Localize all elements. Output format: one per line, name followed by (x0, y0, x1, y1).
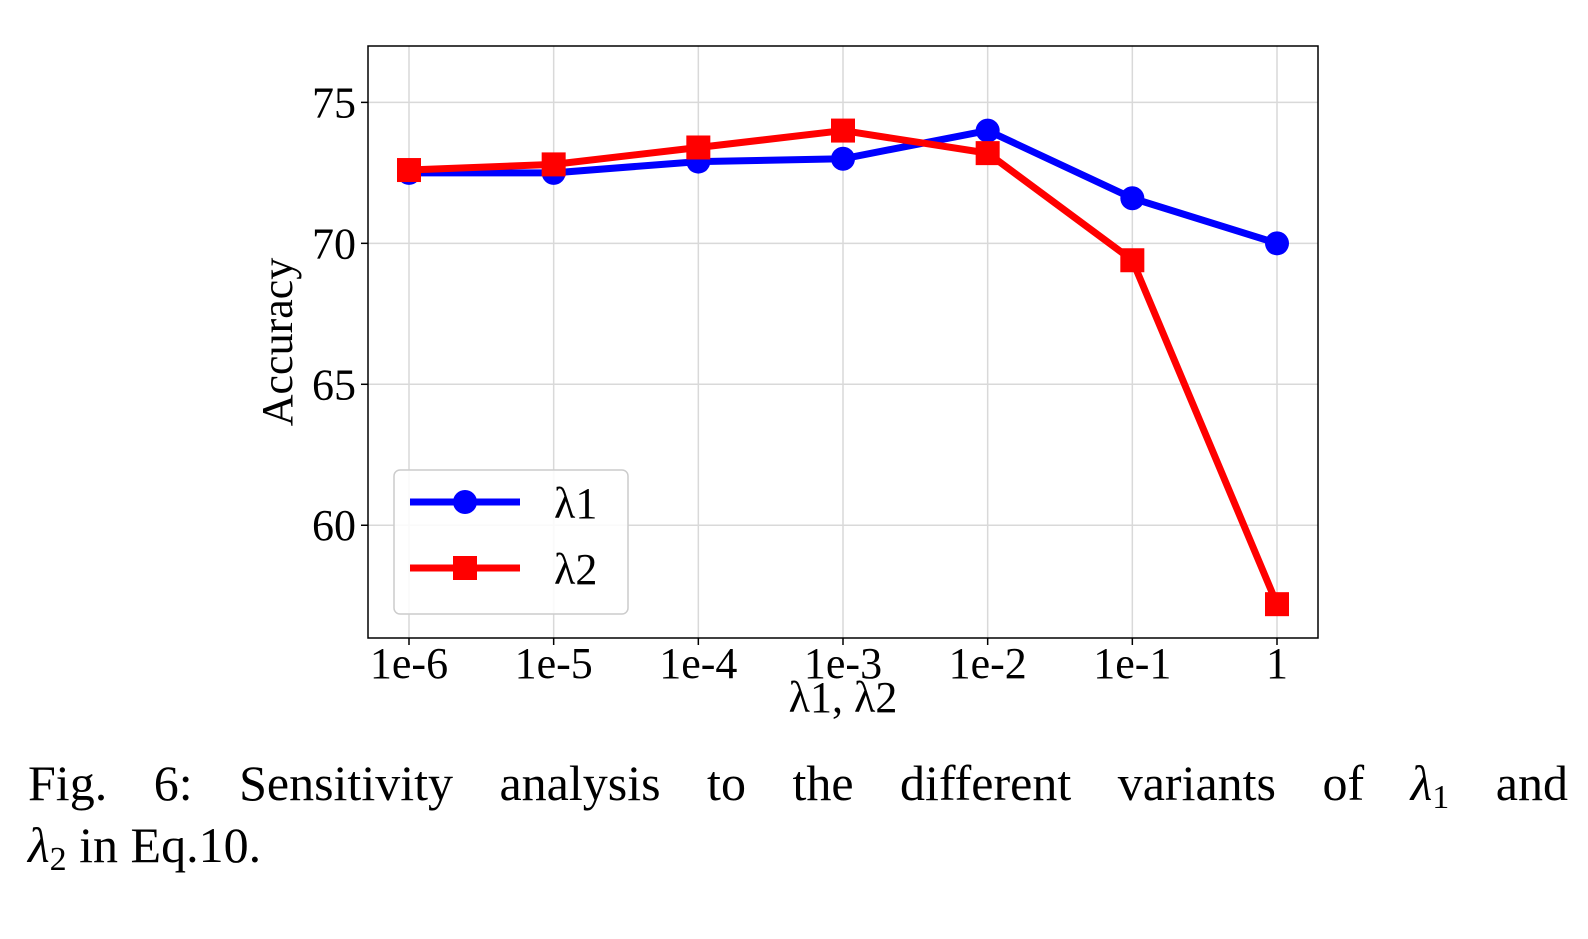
sensitivity-line-chart: 1e-6 1e-5 1e-4 1e-3 1e-2 1e-1 1 60 65 70 75 λ1, λ… (253, 45, 1319, 722)
data-point-square (831, 118, 855, 143)
data-point-square (1120, 248, 1145, 273)
data-point-circle (975, 118, 1000, 143)
caption-prefix: Fig. 6: Sensitivity analysis to the diff… (28, 755, 1411, 811)
legend-item-2: λ2 (410, 545, 597, 594)
y-tick-label: 70 (312, 219, 356, 268)
x-tick-label: 1e-5 (515, 639, 593, 688)
data-point-square (975, 141, 1000, 166)
lambda2-symbol: λ (28, 817, 50, 873)
y-tick-label: 75 (312, 78, 356, 127)
x-tick-label: 1e-4 (659, 639, 737, 688)
data-point-square (686, 135, 711, 160)
y-tick-label: 60 (312, 501, 356, 550)
data-point-square (1265, 592, 1289, 617)
data-point-square (541, 152, 566, 177)
legend-marker-circle (453, 490, 477, 514)
y-tick-label: 65 (312, 360, 356, 409)
legend-label: λ2 (554, 545, 597, 594)
lambda2-subscript: 2 (49, 841, 67, 878)
x-tick-label: 1e-3 (804, 639, 882, 688)
data-point-circle (1265, 231, 1289, 256)
y-axis-label: Accuracy (253, 258, 302, 427)
legend-marker-square (453, 556, 477, 580)
y-axis-ticks: 60 65 70 75 (312, 78, 368, 550)
legend-box (393, 469, 629, 615)
x-tick-label: 1e-1 (1093, 639, 1171, 688)
series-2 (397, 118, 1289, 617)
legend-item-1: λ1 (410, 479, 597, 528)
x-axis-label: λ1, λ2 (789, 673, 898, 722)
x-axis-ticks: 1e-6 1e-5 1e-4 1e-3 1e-2 1e-1 1 (370, 638, 1288, 688)
caption-suffix: in Eq.10. (66, 817, 262, 873)
data-point-square (397, 158, 421, 183)
data-point-circle (1120, 186, 1145, 211)
x-tick-label: 1 (1266, 639, 1288, 688)
data-point-circle (831, 146, 855, 171)
figure-caption-line2: λ2 in Eq.10. (28, 814, 261, 891)
x-tick-label: 1e-6 (370, 639, 448, 688)
lambda1-subscript: 1 (1432, 779, 1450, 816)
figure-caption: Fig. 6: Sensitivity analysis to the diff… (28, 752, 1568, 829)
x-tick-label: 1e-2 (949, 639, 1027, 688)
lambda1-symbol: λ (1410, 755, 1433, 811)
caption-mid: and (1449, 755, 1568, 811)
legend-label: λ1 (554, 479, 597, 528)
series-group (397, 118, 1289, 617)
